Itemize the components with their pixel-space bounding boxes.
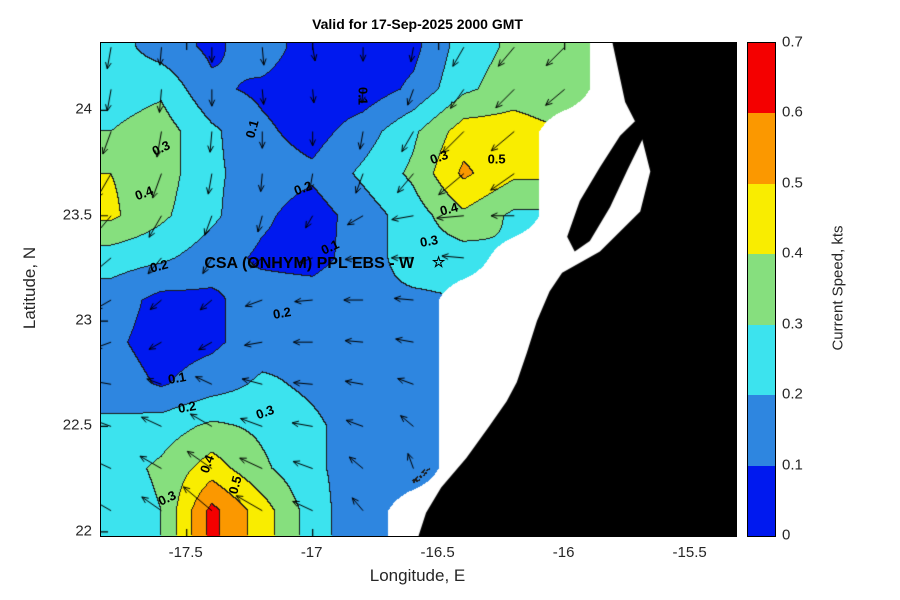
x-tick-label: -17.5 xyxy=(168,544,203,561)
colorbar-tick-label: 0.5 xyxy=(782,174,803,192)
colorbar-label: Current Speed, kts xyxy=(829,225,847,351)
star-marker-icon: ☆ xyxy=(431,254,446,272)
contour-map-canvas xyxy=(101,43,736,536)
y-tick-label: 22 xyxy=(75,522,92,540)
colorbar-tick-label: 0.3 xyxy=(782,315,803,333)
contour-label: 0.5 xyxy=(487,151,506,167)
x-tick-label: -16 xyxy=(552,544,575,561)
x-tick-label: -15.5 xyxy=(672,544,707,561)
colorbar-tick-label: 0.6 xyxy=(782,103,803,121)
contour-label: 0.3 xyxy=(418,232,439,250)
colorbar-segment xyxy=(748,113,775,184)
x-tick-label: -16.5 xyxy=(420,544,455,561)
colorbar-segment xyxy=(748,465,775,536)
colorbar-segment xyxy=(748,183,775,255)
license-block-annotation: CSA (ONHYM) PPL EBS - W xyxy=(204,255,415,273)
y-tick-label: 22.5 xyxy=(62,416,92,434)
colorbar-tick-label: 0.4 xyxy=(782,244,803,262)
colorbar xyxy=(747,42,776,537)
colorbar-segment xyxy=(748,395,775,466)
colorbar-segment xyxy=(748,43,775,114)
y-tick-label: 23 xyxy=(75,311,92,329)
y-tick-label: 24 xyxy=(75,100,92,118)
contour-label: 0.1 xyxy=(166,369,187,387)
contour-label: 0.1 xyxy=(355,86,371,105)
colorbar-tick-label: 0.7 xyxy=(782,33,803,51)
colorbar-segment xyxy=(748,254,775,325)
colorbar-tick-label: 0.2 xyxy=(782,385,803,403)
colorbar-tick-label: 0 xyxy=(782,526,791,544)
x-axis-label: Longitude, E xyxy=(369,566,466,585)
y-axis-label: Latitude, N xyxy=(20,246,39,330)
chart-title: Valid for 17-Sep-2025 2000 GMT xyxy=(312,16,523,32)
y-tick-label: 23.5 xyxy=(62,206,92,224)
contour-label: 0.2 xyxy=(272,303,293,322)
colorbar-tick-label: 0.1 xyxy=(782,456,803,474)
plot-area: CSA (ONHYM) PPL EBS - W ☆ 0.3 0.4 0.2 0.1 0.… xyxy=(100,42,737,537)
colorbar-segment xyxy=(748,324,775,396)
x-tick-label: -17 xyxy=(300,544,323,561)
